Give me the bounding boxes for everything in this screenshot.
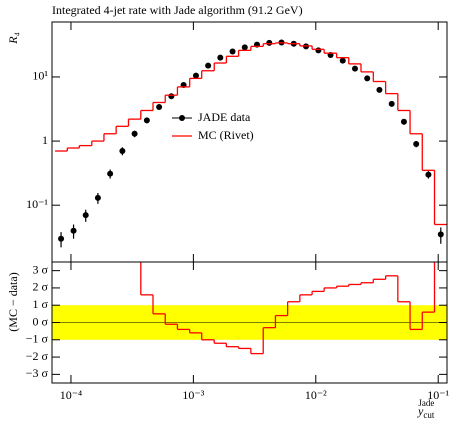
data-point xyxy=(131,130,138,137)
data-point xyxy=(205,62,212,69)
data-point xyxy=(168,93,175,100)
y-tick-label: 10⁻¹ xyxy=(26,197,48,211)
chart-title: Integrated 4-jet rate with Jade algorith… xyxy=(52,3,303,17)
legend-label: MC (Rivet) xyxy=(198,128,254,142)
data-point xyxy=(376,86,383,93)
y-tick-label: 2 σ xyxy=(33,280,49,294)
data-point xyxy=(400,118,407,125)
data-point xyxy=(82,212,89,219)
axes: 10⁻¹ 1 10¹ −3 σ −2 σ −1 σ 0 σ 1 σ 2 σ 3 σ 10⁻⁴ 10⁻³… xyxy=(26,22,450,402)
x-tick-label: 10⁻¹ xyxy=(427,388,449,402)
data-point xyxy=(192,72,199,79)
y-axis-label: R₄ xyxy=(6,32,20,45)
y-tick-label: 1 σ xyxy=(33,297,49,311)
y-tick-label: −1 σ xyxy=(26,332,49,346)
x-tick-label: 10⁻² xyxy=(305,388,327,402)
x-label-sup: Jade xyxy=(418,398,434,408)
data-point xyxy=(143,117,150,124)
x-label-symbol: y xyxy=(417,404,424,418)
legend-label: JADE data xyxy=(198,110,251,124)
legend-marker xyxy=(179,115,185,121)
x-tick-label: 10⁻⁴ xyxy=(60,388,83,402)
data-point xyxy=(156,104,163,111)
data-point xyxy=(94,194,101,201)
data-point xyxy=(229,48,236,55)
y-tick-label: −2 σ xyxy=(26,349,49,363)
data-point xyxy=(315,47,322,54)
ratio-y-label: (MC − data) xyxy=(6,272,20,331)
y-tick-label: −3 σ xyxy=(26,366,49,380)
x-axis-label: ycut Jade xyxy=(417,398,435,420)
data-point xyxy=(425,171,432,178)
data-point xyxy=(364,75,371,82)
main-plot xyxy=(55,39,447,248)
y-tick-label: 0 σ xyxy=(33,314,49,328)
x-label-sub: cut xyxy=(423,410,434,420)
data-point xyxy=(107,170,114,177)
legend: JADE data MC (Rivet) xyxy=(172,110,254,142)
data-point xyxy=(339,57,346,64)
x-tick-label: 10⁻³ xyxy=(182,388,204,402)
data-point xyxy=(388,100,395,107)
data-point xyxy=(437,231,444,238)
ratio-frame xyxy=(51,261,448,384)
ratio-plot xyxy=(52,262,447,355)
data-point xyxy=(351,65,358,72)
data-point xyxy=(241,44,248,51)
main-frame xyxy=(51,21,448,263)
data-point xyxy=(119,148,126,155)
data-point xyxy=(217,54,224,61)
y-tick-label: 10¹ xyxy=(32,69,48,83)
y-tick-label: 3 σ xyxy=(33,262,49,276)
data-point xyxy=(58,235,65,242)
data-point xyxy=(413,141,420,148)
data-point xyxy=(266,39,273,46)
y-tick-label: 1 xyxy=(42,133,48,147)
data-point xyxy=(70,227,77,234)
